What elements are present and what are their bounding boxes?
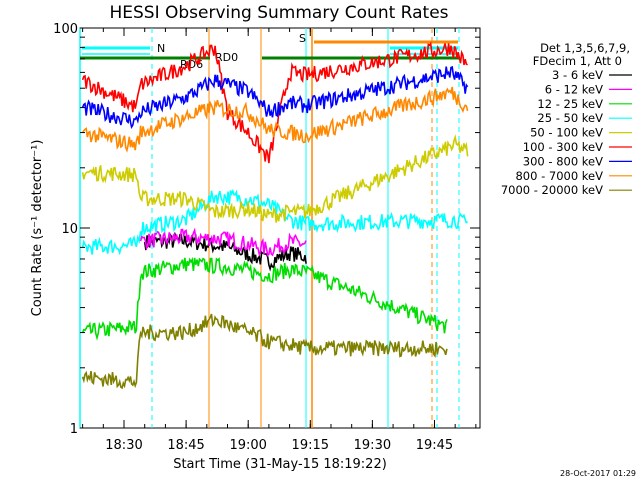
legend-label: 25 - 50 keV <box>537 111 603 125</box>
legend-header-line-2: FDecim 1, Att 0 <box>533 54 622 68</box>
legend-label: 50 - 100 keV <box>530 126 603 140</box>
x-tick-label: 19:45 <box>416 438 453 453</box>
legend-label: 6 - 12 keV <box>545 82 603 96</box>
x-tick-label: 19:30 <box>354 438 391 453</box>
annotation-label-n: N <box>157 42 165 55</box>
legend-label: 12 - 25 keV <box>537 97 603 111</box>
series-line-12-25-kev <box>81 256 448 341</box>
series-line-7000-20000-kev <box>81 313 448 390</box>
x-tick-label: 19:15 <box>292 438 329 453</box>
y-tick-label: 100 <box>53 22 78 37</box>
legend-header-line-1: Det 1,3,5,6,7,9, <box>540 41 630 55</box>
series-layer <box>81 41 469 390</box>
legend-label: 300 - 800 keV <box>523 154 603 168</box>
series-line-300-800-kev <box>81 65 469 130</box>
series-line-800-7000-kev <box>81 86 469 153</box>
series-line-50-100-kev <box>81 134 469 223</box>
tick-layer: 18:30 18:45 19:00 19:15 19:30 19:45 1 10 100 <box>53 22 480 453</box>
annotation-label-rd0: RD0 <box>215 51 238 64</box>
y-axis-label: Count Rate (s⁻¹ detector⁻¹) <box>30 140 45 317</box>
legend-label: 100 - 300 keV <box>523 140 603 154</box>
series-line-25-50-kev <box>81 188 468 256</box>
x-tick-label: 18:30 <box>105 438 142 453</box>
x-tick-label: 18:45 <box>167 438 204 453</box>
y-tick-label: 10 <box>61 222 78 237</box>
legend-label: 3 - 6 keV <box>552 68 603 82</box>
legend-label: 800 - 7000 keV <box>515 169 603 183</box>
x-tick-label: 19:00 <box>229 438 266 453</box>
chart-title: HESSI Observing Summary Count Rates <box>109 3 448 23</box>
x-axis-label: Start Time (31-May-15 18:19:22) <box>173 457 387 472</box>
annotation-label-s: S <box>299 32 306 45</box>
series-line-100-300-kev <box>81 41 468 164</box>
series-line-6-12-kev <box>139 227 307 257</box>
generated-timestamp: 28-Oct-2017 01:29 <box>560 469 636 478</box>
y-tick-label: 1 <box>70 422 78 437</box>
legend-label: 7000 - 20000 keV <box>501 183 603 197</box>
